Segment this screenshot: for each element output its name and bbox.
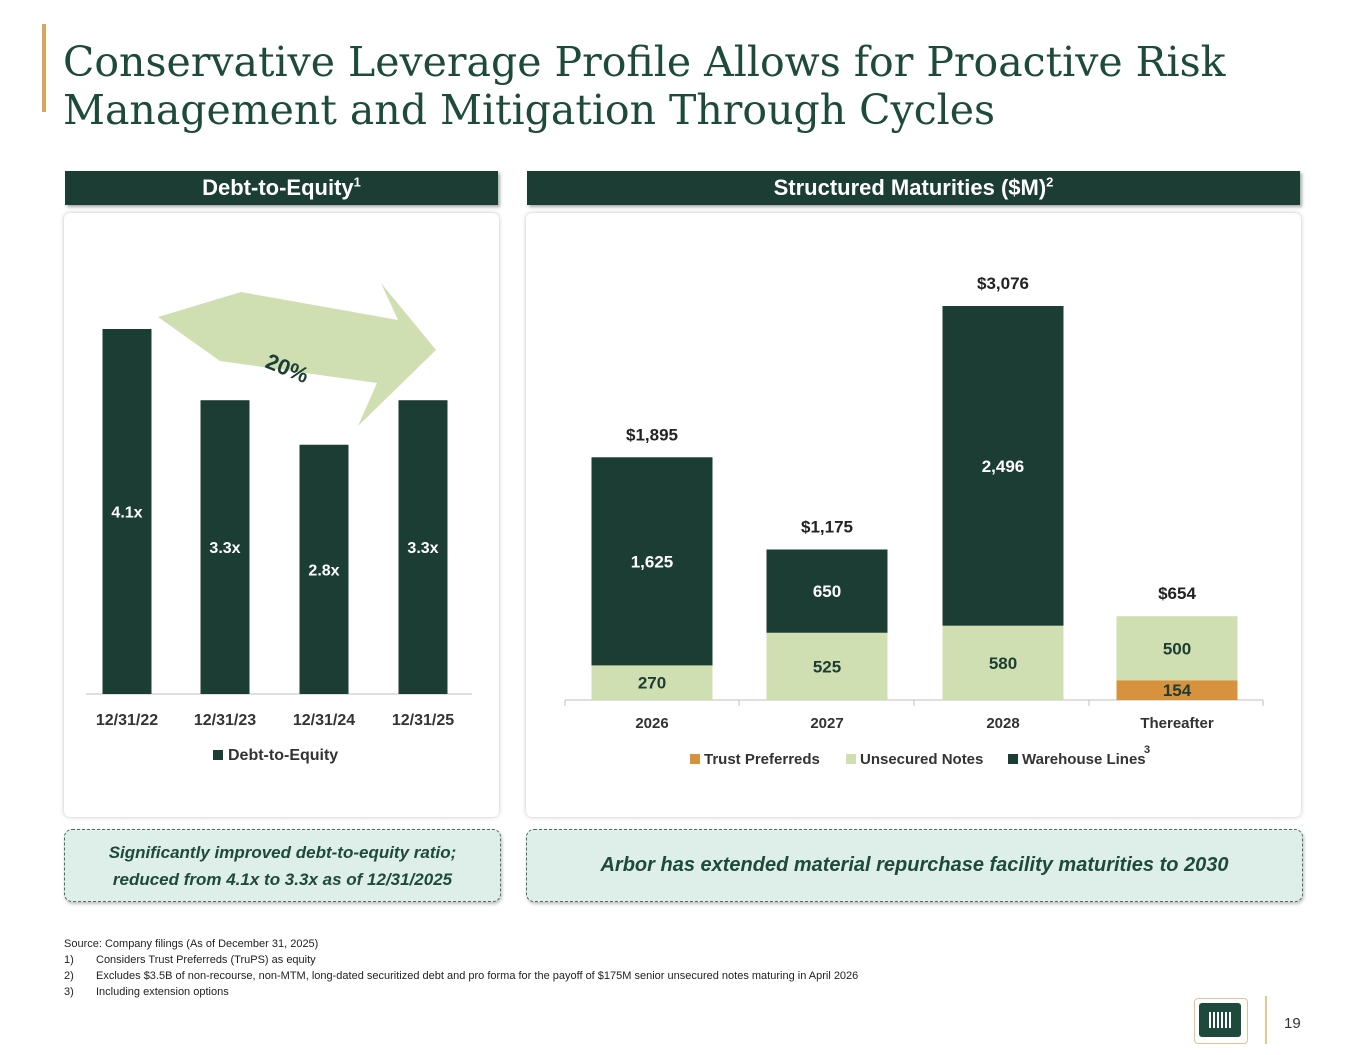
- footnote-1-num: 1): [64, 954, 74, 966]
- sm-category-label: Thereafter: [1140, 715, 1214, 732]
- sm-segment-label: 580: [989, 654, 1017, 673]
- sm-category-label: 2027: [810, 715, 843, 732]
- sm-bar-segment: [942, 625, 1064, 700]
- de-bar-label: 3.3x: [407, 540, 438, 557]
- de-legend-swatch: [213, 750, 223, 760]
- sm-bar-segment: [1116, 616, 1238, 681]
- sm-legend-swatch: [1008, 754, 1018, 764]
- structured-maturities-card: 270 1,625 $1,895 2026 525 650 $1,175 2027 580 2,4…: [526, 213, 1301, 817]
- debt-to-equity-callout: Significantly improved debt-to-equity ra…: [64, 829, 501, 902]
- sm-total-label: $654: [1158, 584, 1196, 603]
- sm-legend-label: Warehouse Lines: [1022, 751, 1146, 768]
- page-title: Conservative Leverage Profile Allows for…: [63, 38, 1226, 134]
- debt-to-equity-chart: 4.1x 12/31/22 3.3x 12/31/23 2.8x 12/31/24 3.3x…: [86, 283, 472, 764]
- debt-to-equity-header-text: Debt-to-Equity: [202, 175, 354, 200]
- title-accent-bar: [42, 24, 46, 112]
- decline-arrow: [158, 283, 436, 426]
- footnote-1: 1) Considers Trust Preferreds (TruPS) as …: [64, 953, 316, 968]
- footnote-3: 3) Including extension options: [64, 985, 229, 1000]
- footnote-2-num: 2): [64, 970, 74, 982]
- maturities-callout: Arbor has extended material repurchase f…: [526, 829, 1303, 902]
- sm-legend-label: Trust Preferreds: [704, 751, 820, 768]
- de-bar-label: 3.3x: [209, 540, 240, 557]
- sm-category-label: 2026: [635, 715, 668, 732]
- sm-total-label: $3,076: [977, 274, 1029, 293]
- footnote-source: Source: Company filings (As of December …: [64, 938, 319, 950]
- footnote-1-text: Considers Trust Preferreds (TruPS) as eq…: [96, 954, 316, 966]
- sm-segment-label: 650: [813, 582, 841, 601]
- footnote-3-num: 3): [64, 986, 74, 998]
- de-legend-label: Debt-to-Equity: [228, 747, 338, 764]
- footnote-3-text: Including extension options: [96, 986, 229, 998]
- footnote-2-text: Excludes $3.5B of non-recourse, non-MTM,…: [96, 970, 859, 982]
- de-bar: [102, 329, 152, 694]
- de-category-label: 12/31/25: [392, 712, 454, 729]
- sm-segment-label: 1,625: [631, 552, 674, 571]
- de-category-label: 12/31/22: [96, 712, 158, 729]
- de-bar: [200, 400, 250, 694]
- sm-segment-label: 154: [1163, 681, 1192, 700]
- structured-maturities-chart: 270 1,625 $1,895 2026 525 650 $1,175 2027 580 2,4…: [564, 274, 1264, 768]
- sm-legend-swatch: [846, 754, 856, 764]
- sm-category-label: 2028: [986, 715, 1019, 732]
- sm-total-label: $1,175: [801, 517, 853, 536]
- sm-legend-swatch: [690, 754, 700, 764]
- sm-segment-label: 525: [813, 657, 841, 676]
- maturities-callout-text: Arbor has extended material repurchase f…: [600, 854, 1229, 876]
- footnote-ref-1: 1: [353, 174, 361, 190]
- debt-to-equity-card: 4.1x 12/31/22 3.3x 12/31/23 2.8x 12/31/24 3.3x…: [64, 213, 499, 817]
- logo-icon: [1209, 1012, 1231, 1028]
- sm-bar-segment: [1116, 680, 1238, 700]
- sm-segment-label: 500: [1163, 639, 1191, 658]
- structured-maturities-header-text: Structured Maturities ($M): [773, 175, 1047, 200]
- de-category-label: 12/31/24: [293, 712, 355, 729]
- de-bar: [299, 444, 349, 694]
- sm-bar-segment: [942, 306, 1064, 626]
- debt-to-equity-header: Debt-to-Equity1: [65, 171, 498, 205]
- de-category-label: 12/31/23: [194, 712, 256, 729]
- structured-maturities-header: Structured Maturities ($M)2: [527, 171, 1300, 205]
- sm-total-label: $1,895: [626, 425, 678, 444]
- sm-bar-segment: [766, 632, 888, 700]
- sm-bar-segment: [591, 457, 713, 666]
- footnote-ref-2: 2: [1046, 174, 1054, 190]
- page-number-divider: [1265, 996, 1267, 1044]
- sm-legend-label: Unsecured Notes: [860, 751, 983, 768]
- de-bar-label: 2.8x: [308, 562, 339, 579]
- de-bar-label: 4.1x: [111, 505, 142, 522]
- sm-segment-label: 270: [638, 674, 666, 693]
- de-bar: [398, 400, 448, 694]
- page-number: 19: [1284, 1015, 1301, 1032]
- footnote-2: 2) Excludes $3.5B of non-recourse, non-MT…: [64, 969, 858, 984]
- callout-line-1: Significantly improved debt-to-equity ra…: [108, 842, 457, 862]
- callout-line-2: reduced from 4.1x to 3.3x as of 12/31/20…: [112, 869, 453, 889]
- sm-bar-segment: [766, 549, 888, 633]
- sm-bar-segment: [591, 665, 713, 700]
- footnote-ref-3: 3: [1144, 744, 1150, 756]
- company-logo: [1194, 998, 1248, 1044]
- sm-segment-label: 2,496: [982, 457, 1025, 476]
